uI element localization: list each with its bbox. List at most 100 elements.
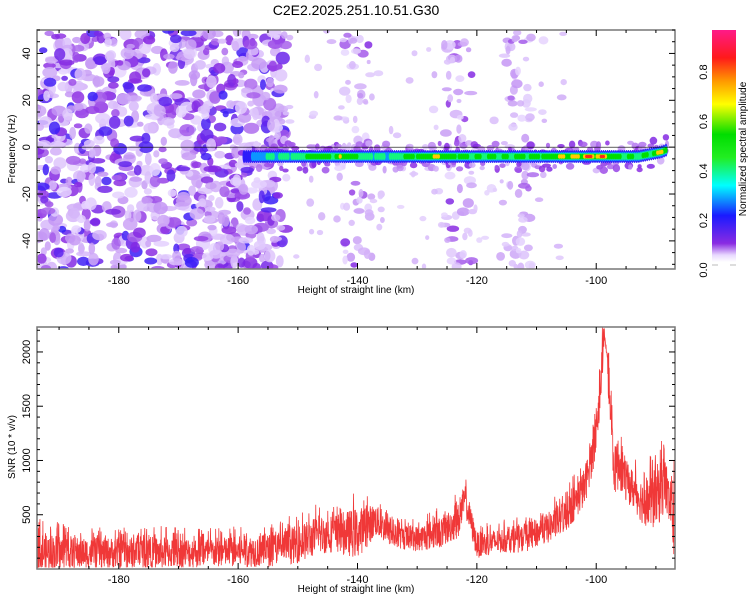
spectrogram-cell xyxy=(357,92,364,99)
spectrogram-signal-cell xyxy=(436,154,440,159)
snr-frame xyxy=(36,326,676,570)
spectrogram-cell xyxy=(68,78,77,86)
spectrogram-cell xyxy=(524,107,537,112)
spectrogram-cell xyxy=(45,56,58,64)
spectrogram-cell xyxy=(309,110,319,117)
spectrogram-cell xyxy=(175,225,188,238)
spectrogram-cell xyxy=(40,207,56,215)
spectrogram-y-tick-labels: -40 -20 0 20 40 xyxy=(21,47,33,249)
spectrogram-cell xyxy=(260,79,266,90)
spectrogram-cell xyxy=(456,183,463,194)
spectrogram-cell xyxy=(44,241,51,251)
spectrogram-cell xyxy=(465,257,479,265)
spectrogram-cell xyxy=(431,71,438,79)
spectrogram-cell xyxy=(153,150,160,158)
spectrogram-cell xyxy=(456,166,464,172)
spectrogram-cell xyxy=(39,47,48,54)
spectrogram-cell xyxy=(489,116,499,125)
spectrogram-cell xyxy=(427,141,436,150)
spectrogram-cell xyxy=(158,146,167,153)
spectrogram-cell xyxy=(93,56,107,65)
spectrogram-cell xyxy=(349,61,356,69)
spectrogram-cell xyxy=(179,124,195,137)
spectrogram-cell xyxy=(345,94,352,104)
spectrogram-cell xyxy=(73,103,84,111)
spectrogram-cell xyxy=(352,236,362,245)
spectrogram-cell xyxy=(42,164,49,176)
spectrogram-cell xyxy=(93,30,103,37)
spectrogram-cell xyxy=(411,50,418,57)
spectrogram-cell xyxy=(193,236,209,242)
spectrogram-cell xyxy=(205,182,217,190)
spectrogram-cell xyxy=(218,90,228,100)
spectrogram-cell xyxy=(367,193,376,200)
spectrogram-cell xyxy=(260,91,271,101)
spectrogram-cell xyxy=(200,176,214,184)
spectrogram-cell xyxy=(87,91,98,102)
spectrogram-cell xyxy=(446,225,460,232)
spectrogram-cell xyxy=(183,48,196,60)
spectrogram-cell xyxy=(54,48,66,61)
spectrogram-cell xyxy=(143,35,156,45)
spectrogram-cell xyxy=(382,165,387,174)
spectrogram-cell xyxy=(232,78,239,85)
spectrogram-cell xyxy=(494,164,499,170)
spectrogram-cell xyxy=(271,214,281,222)
spectrogram-cell xyxy=(599,166,608,174)
spectrogram-cell xyxy=(426,47,432,52)
spectrogram-cell xyxy=(556,94,567,101)
spectrogram-cell xyxy=(37,123,44,131)
spectrogram-cell xyxy=(72,44,85,52)
spectrogram-cell xyxy=(505,45,511,55)
spectrogram-ticks xyxy=(37,29,675,269)
spectrogram-cell xyxy=(343,202,351,211)
spectrogram-cell xyxy=(58,68,69,75)
spectrogram-cell xyxy=(281,31,288,39)
spectrogram-cell xyxy=(486,144,495,151)
spectrogram-cell xyxy=(203,215,216,224)
spectrogram-signal-cell xyxy=(411,153,415,160)
spectrogram-cell xyxy=(499,163,506,169)
spectrogram-cell xyxy=(514,188,523,198)
snr-ticks xyxy=(37,327,675,569)
spectrogram-cell xyxy=(540,171,547,179)
spectrogram-cell xyxy=(87,161,97,174)
spectrogram-cell xyxy=(443,59,452,65)
spectrogram-cell xyxy=(253,240,266,250)
spectrogram-cell xyxy=(238,237,254,244)
spectrogram-cell xyxy=(202,30,216,40)
spectrogram-cell xyxy=(526,172,540,178)
spectrogram-cell xyxy=(166,169,176,182)
spectrogram-cell xyxy=(266,77,274,88)
spectrogram-cell xyxy=(37,105,47,117)
spectrogram-cell xyxy=(190,246,203,253)
spectrogram-cell xyxy=(221,226,237,235)
spectrogram-cell xyxy=(258,190,265,204)
spectrogram-cell xyxy=(101,62,111,74)
spectrogram-cell xyxy=(160,136,167,146)
spectrogram-cell xyxy=(226,100,235,109)
spectrogram-signal-cell xyxy=(453,153,457,160)
spectrogram-cell xyxy=(123,82,135,94)
spectrogram-cell xyxy=(246,244,256,256)
spectrogram-cell xyxy=(53,247,64,258)
spectrogram-cell xyxy=(88,148,96,159)
spectrogram-cell xyxy=(43,62,56,69)
spectrogram-cell xyxy=(43,77,57,87)
spectrogram-cell xyxy=(479,165,485,171)
spectrogram-x-tick-labels: -180 -160 -140 -120 -100 xyxy=(108,275,607,287)
spectrogram-cell xyxy=(109,115,121,129)
y-tick-label: 40 xyxy=(21,47,33,59)
spectrogram-cell xyxy=(238,183,249,195)
spectrogram-cell xyxy=(214,197,224,209)
spectrogram-cell xyxy=(273,34,281,40)
spectrogram-cell xyxy=(565,162,575,170)
spectrogram-cell xyxy=(214,263,225,269)
spectrogram-cell xyxy=(188,185,197,196)
spectrogram-cell xyxy=(124,187,138,198)
spectrogram-cell xyxy=(355,34,364,44)
spectrogram-cell xyxy=(279,165,284,171)
spectrogram-cell xyxy=(108,82,119,89)
spectrogram-cell xyxy=(441,212,448,218)
spectrogram-cell xyxy=(286,34,294,41)
